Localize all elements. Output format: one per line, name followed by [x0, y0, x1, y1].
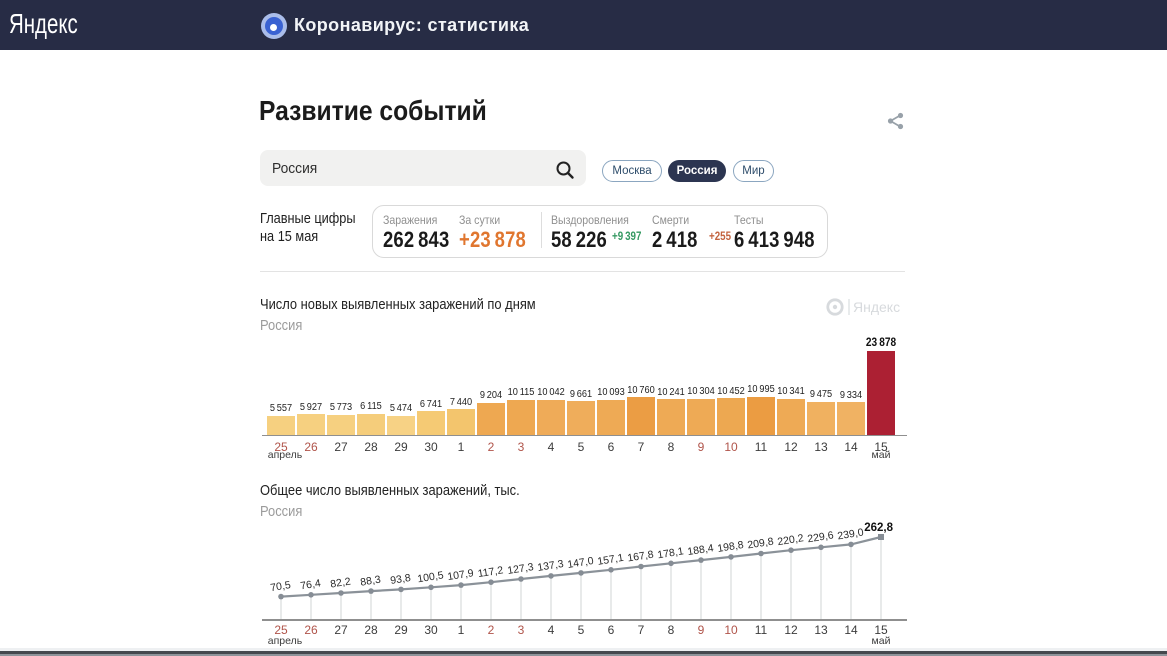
svg-text:93,8: 93,8 — [389, 572, 411, 587]
svg-text:76,4: 76,4 — [299, 577, 321, 592]
svg-text:167,8: 167,8 — [627, 549, 655, 565]
svg-text:70,5: 70,5 — [269, 579, 291, 594]
svg-text:100,5: 100,5 — [417, 569, 445, 585]
svg-text:Яндекс: Яндекс — [853, 299, 900, 315]
svg-text:147,0: 147,0 — [567, 555, 595, 571]
svg-text:117,2: 117,2 — [477, 564, 504, 580]
svg-text:82,2: 82,2 — [329, 575, 351, 590]
svg-text:220,2: 220,2 — [777, 532, 805, 548]
svg-text:209,8: 209,8 — [747, 536, 775, 552]
svg-text:262,8: 262,8 — [864, 522, 893, 534]
svg-text:127,3: 127,3 — [507, 561, 535, 577]
svg-text:198,8: 198,8 — [717, 539, 745, 555]
svg-text:88,3: 88,3 — [359, 574, 381, 589]
svg-text:229,6: 229,6 — [807, 529, 835, 545]
svg-text:157,1: 157,1 — [597, 552, 625, 568]
svg-text:107,9: 107,9 — [447, 567, 475, 583]
svg-text:188,4: 188,4 — [687, 542, 715, 558]
svg-text:239,0: 239,0 — [837, 526, 865, 542]
svg-text:137,3: 137,3 — [537, 558, 565, 574]
svg-text:178,1: 178,1 — [657, 545, 685, 561]
